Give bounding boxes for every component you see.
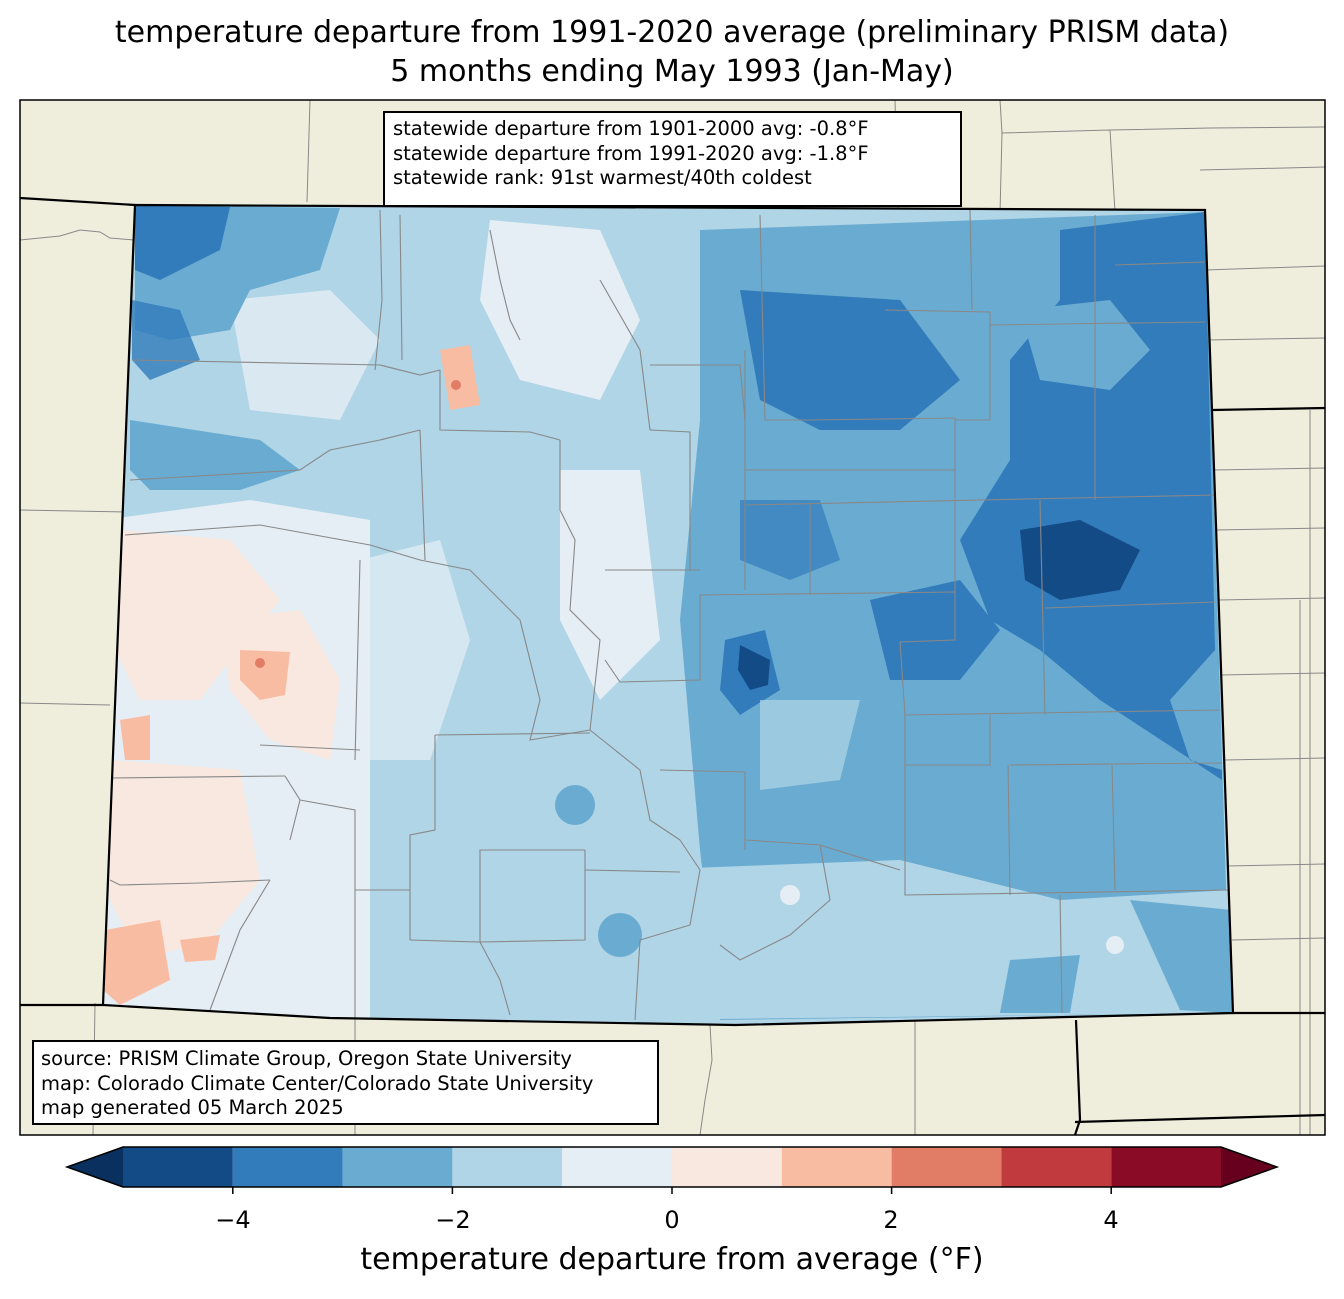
colorbar-bin <box>452 1147 563 1187</box>
generated-date-line: map generated 05 March 2025 <box>41 1096 344 1119</box>
stats-line-1901-2000: statewide departure from 1901-2000 avg: … <box>393 117 869 140</box>
map-title-line1: temperature departure from 1991-2020 ave… <box>114 15 1230 50</box>
map-frame <box>19 99 1326 1136</box>
colorbar-bin <box>1111 1147 1221 1187</box>
stats-line-1991-2020: statewide departure from 1991-2020 avg: … <box>393 141 869 165</box>
state-borders <box>20 196 1325 1135</box>
colorbar-bin <box>232 1147 343 1187</box>
source-line: source: PRISM Climate Group, Oregon Stat… <box>41 1047 572 1070</box>
colorbar-bin <box>123 1147 233 1187</box>
county-lines <box>109 209 1231 1021</box>
colorbar-tick-label: 0 <box>664 1206 680 1234</box>
colorbar-label: temperature departure from average (°F) <box>360 1242 984 1277</box>
colorbar-outline <box>64 1146 1280 1188</box>
colorbar-under-extension <box>67 1147 123 1187</box>
colorbar-tick-label: −2 <box>435 1206 471 1234</box>
colorbar-bin <box>781 1147 892 1187</box>
map-title-line2: 5 months ending May 1993 (Jan-May) <box>390 54 954 89</box>
colorbar-bin <box>342 1147 453 1187</box>
stats-line-rank: statewide rank: 91st warmest/40th coldes… <box>393 166 812 189</box>
map-credit-line: map: Colorado Climate Center/Colorado St… <box>41 1071 594 1095</box>
colorbar-bin <box>562 1147 672 1187</box>
statewide-stats-box: statewide departure from 1901-2000 avg: … <box>383 111 962 207</box>
colorbar-bin <box>1001 1147 1112 1187</box>
colorbar-tick-label: −4 <box>215 1206 251 1234</box>
colorbar-bin <box>891 1147 1002 1187</box>
colorbar-tick-label: 2 <box>883 1206 899 1234</box>
colorbar-tick-label: 4 <box>1103 1206 1119 1234</box>
colorbar-over-extension <box>1221 1147 1277 1187</box>
colorbar-bin <box>672 1147 782 1187</box>
source-credits-box: source: PRISM Climate Group, Oregon Stat… <box>32 1040 659 1125</box>
colorbar <box>64 1146 1280 1194</box>
neighbor-county-lines <box>20 100 1325 1135</box>
temperature-field <box>103 205 1233 1025</box>
